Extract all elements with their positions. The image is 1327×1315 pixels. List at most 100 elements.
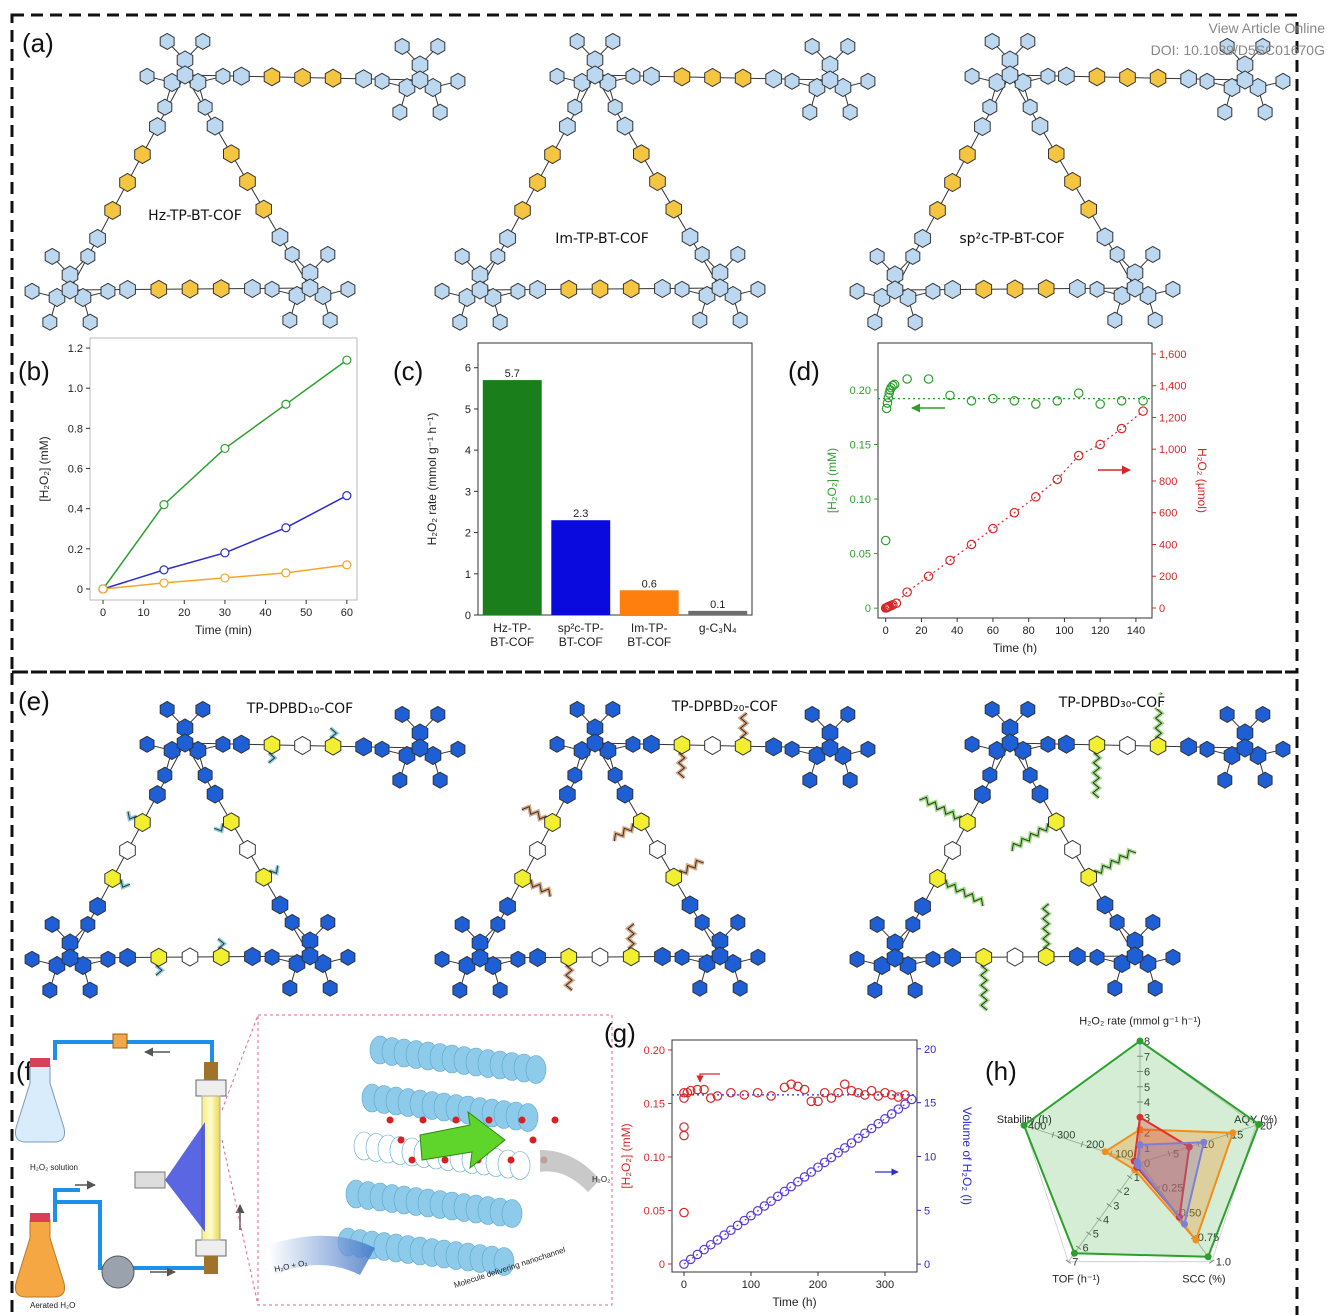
ring — [674, 68, 690, 86]
radar-point — [1071, 1250, 1078, 1257]
x-tick-label: Hz-TP-BT-COF — [486, 621, 538, 649]
ring — [43, 982, 57, 998]
ring — [926, 951, 940, 967]
ring — [81, 248, 95, 264]
ring — [945, 842, 961, 860]
panel-label: (g) — [604, 1018, 636, 1048]
ring — [198, 99, 212, 115]
y2-tick-label: 0 — [924, 1259, 930, 1271]
x-tick-label: 60 — [987, 625, 999, 637]
ring — [634, 145, 650, 163]
value-label: 2.3 — [573, 508, 588, 520]
ring — [283, 312, 297, 328]
y-axis-label: H₂O₂ rate (mmol g⁻¹ h⁻¹) — [425, 413, 439, 546]
ring — [868, 982, 882, 998]
ring — [1023, 767, 1037, 783]
structures — [25, 33, 1290, 1010]
ring — [735, 69, 751, 87]
ring — [216, 736, 230, 752]
y2-tick-label: 0 — [1159, 603, 1165, 615]
radar-axis-label: SCC (%) — [1182, 1273, 1225, 1285]
ring — [530, 842, 546, 860]
ring — [1218, 772, 1232, 788]
y-tick-label: 0.05 — [850, 549, 871, 561]
ring — [511, 951, 525, 967]
y-tick-label: 3 — [465, 486, 471, 498]
x-tick-label: 30 — [219, 607, 231, 619]
x-tick-label: 120 — [1091, 625, 1109, 637]
ring — [515, 201, 531, 219]
ring — [1041, 736, 1055, 752]
ring — [1090, 949, 1104, 965]
ring — [983, 99, 997, 115]
ring — [295, 737, 311, 755]
y2-tick-label: 1,000 — [1159, 444, 1187, 456]
ring — [976, 948, 992, 966]
ring — [256, 868, 272, 886]
ring — [545, 146, 561, 164]
ring — [43, 314, 57, 330]
ring — [822, 739, 838, 757]
x-tick-label: g-C₃N₄ — [692, 621, 744, 635]
ring — [915, 229, 931, 247]
y-tick-label: 0 — [465, 610, 471, 622]
ring — [395, 706, 409, 722]
ring — [431, 38, 445, 54]
x-tick-label: 100 — [1055, 625, 1073, 637]
ring — [120, 949, 136, 967]
ring — [1065, 841, 1081, 859]
x-tick-label-box: sp²c-TP-BT-COF — [551, 621, 611, 661]
radar-tick-label: 7 — [1072, 1257, 1078, 1269]
ring — [976, 280, 992, 298]
ring — [861, 741, 875, 757]
panel-label: (c) — [393, 356, 423, 386]
ring — [675, 949, 689, 965]
ring — [224, 813, 240, 831]
molecule — [442, 1157, 449, 1164]
plot-frame — [878, 343, 1152, 618]
ring — [1065, 173, 1081, 191]
ring — [45, 248, 59, 264]
ring — [158, 99, 172, 115]
y2-tick-label: 5 — [924, 1205, 930, 1217]
view-online[interactable]: View Article Online — [1209, 20, 1326, 36]
structure-label: Hz-TP-BT-COF — [148, 208, 242, 224]
x-tick-label: 0 — [883, 625, 889, 637]
ring — [682, 228, 698, 246]
ring — [1127, 279, 1143, 297]
ring — [705, 69, 721, 87]
ring — [906, 248, 920, 264]
y-tick-label: 1.2 — [68, 343, 83, 355]
x-tick-label: 20 — [915, 625, 927, 637]
x-axis-label: Time (min) — [195, 623, 252, 637]
point — [343, 356, 351, 364]
point — [99, 585, 107, 593]
y-tick-label: 1 — [465, 569, 471, 581]
ring — [455, 248, 469, 264]
point — [903, 588, 911, 596]
y-tick-label: 0.10 — [644, 1152, 665, 1164]
y2-tick-label: 600 — [1159, 508, 1177, 520]
molecule — [453, 1117, 460, 1124]
ring — [822, 71, 838, 89]
radar-point — [1200, 1139, 1207, 1146]
ring — [45, 916, 59, 932]
ring — [90, 229, 106, 247]
ring — [1218, 104, 1232, 120]
ring — [433, 104, 447, 120]
ring — [592, 948, 608, 966]
x-tick-label: 100 — [742, 1279, 760, 1291]
molecule — [519, 1117, 526, 1124]
ring — [1108, 312, 1122, 328]
ring — [1200, 741, 1214, 757]
ring — [1090, 281, 1104, 297]
ring — [101, 283, 115, 299]
ring — [140, 736, 154, 752]
ring — [841, 706, 855, 722]
ring — [1166, 949, 1180, 965]
y-tick-label: 0 — [865, 603, 871, 615]
ring — [545, 814, 561, 832]
ring — [960, 146, 976, 164]
doi[interactable]: DOI: 10.1039/D5SC01670G — [1151, 42, 1325, 58]
radar-point — [1137, 1114, 1144, 1121]
